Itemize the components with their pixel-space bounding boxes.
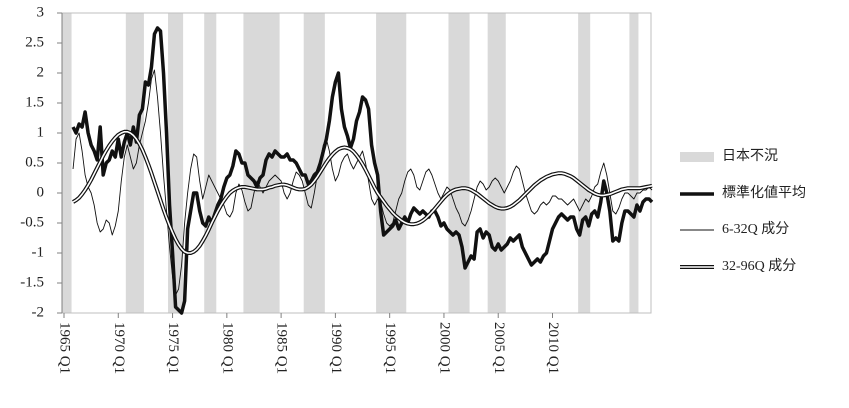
series-line — [72, 69, 653, 296]
x-tick-label: 1970 Q1 — [111, 322, 127, 374]
series-line — [71, 26, 654, 315]
y-tick-label: -1.5 — [20, 274, 44, 290]
y-tick-label: 2.5 — [25, 34, 44, 50]
x-tick-label: 1985 Q1 — [274, 322, 290, 374]
y-tick-label: 1 — [37, 124, 45, 140]
x-tick-label: 1990 Q1 — [328, 322, 344, 374]
y-tick-label: 3 — [37, 4, 45, 20]
legend-label: 32-96Q 成分 — [722, 258, 796, 274]
series-line-inner — [72, 131, 653, 254]
x-tick-label: 1980 Q1 — [219, 322, 235, 374]
x-tick-label: 2005 Q1 — [491, 322, 507, 374]
legend-swatch — [680, 152, 714, 162]
recession-band — [125, 13, 144, 313]
recession-band — [303, 13, 325, 313]
y-tick-label: 1.5 — [25, 94, 44, 110]
recession-band — [376, 13, 407, 313]
x-tick-label: 1965 Q1 — [57, 322, 73, 374]
recession-band — [243, 13, 280, 313]
y-tick-label: -1 — [32, 244, 45, 260]
x-tick-label: 2010 Q1 — [545, 322, 561, 374]
recession-band — [448, 13, 470, 313]
x-tick-label: 2000 Q1 — [437, 322, 453, 374]
legend-label: 6-32Q 成分 — [722, 221, 789, 237]
legend-label: 日本不況 — [722, 148, 778, 164]
y-tick-label: -2 — [32, 304, 45, 320]
x-tick-label: 1975 Q1 — [165, 322, 181, 374]
x-tick-label: 1995 Q1 — [382, 322, 398, 374]
recession-band — [204, 13, 217, 313]
recession-band — [62, 13, 72, 313]
y-tick-label: -0.5 — [20, 214, 44, 230]
recession-band — [487, 13, 506, 313]
legend-label: 標準化値平均 — [722, 185, 806, 201]
y-tick-label: 2 — [37, 64, 45, 80]
recession-band — [578, 13, 591, 313]
y-tick-label: 0.5 — [25, 154, 44, 170]
recession-band — [629, 13, 639, 313]
series-line — [72, 129, 653, 255]
y-tick-label: 0 — [37, 184, 45, 200]
